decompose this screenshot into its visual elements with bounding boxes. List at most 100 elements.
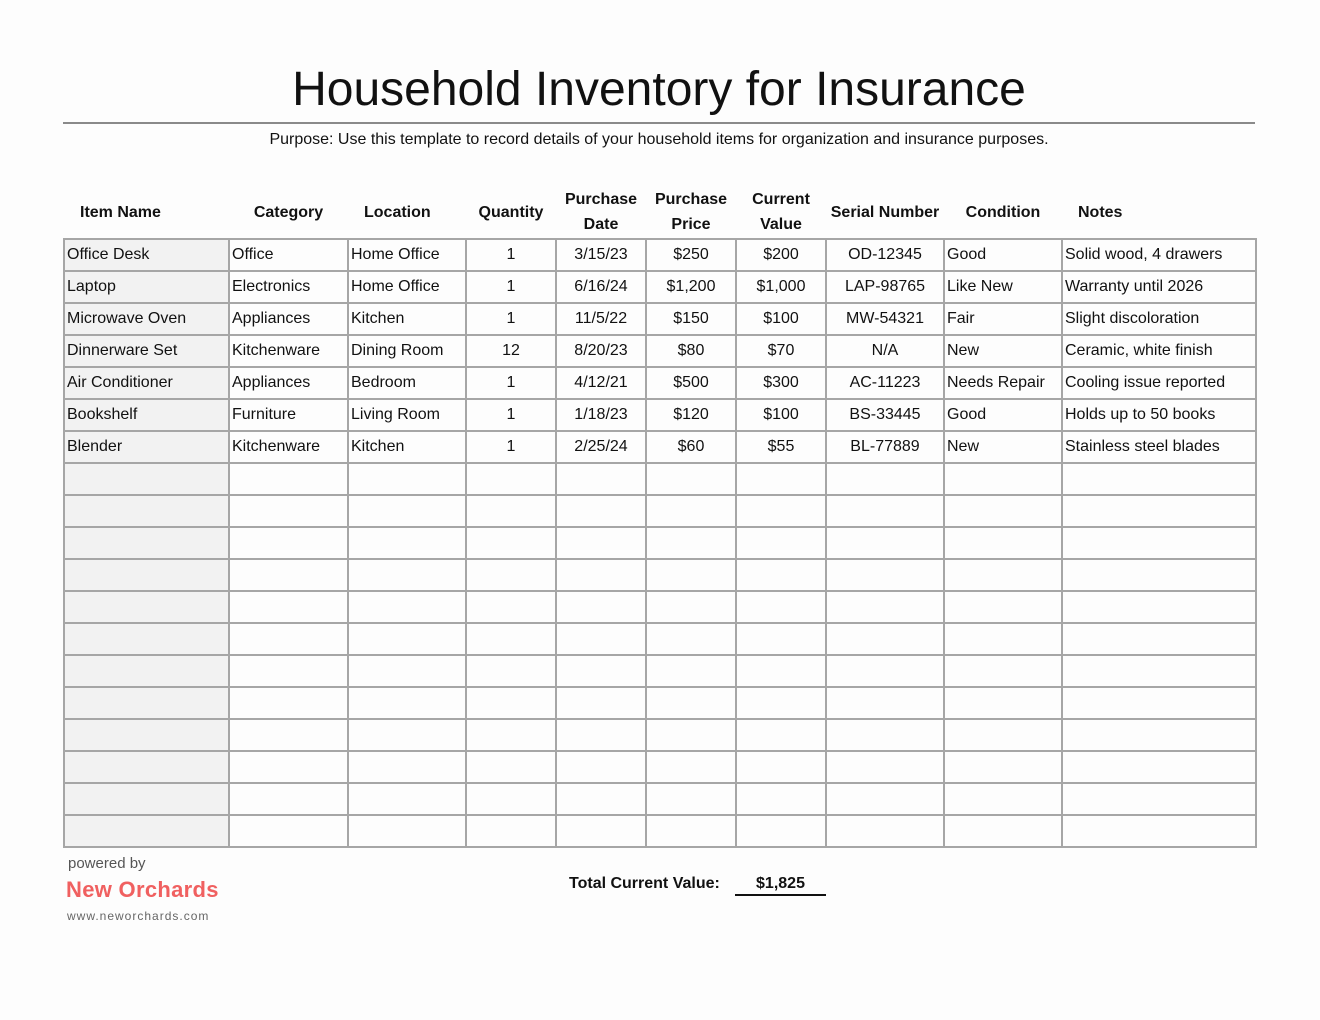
empty-cell[interactable] <box>555 526 647 560</box>
table-cell[interactable]: Dining Room <box>347 334 467 368</box>
empty-cell[interactable] <box>63 718 230 752</box>
table-cell[interactable]: Stainless steel blades <box>1061 430 1257 464</box>
table-cell[interactable]: AC-11223 <box>825 366 945 400</box>
empty-cell[interactable] <box>228 526 349 560</box>
empty-cell[interactable] <box>228 750 349 784</box>
empty-cell[interactable] <box>645 814 737 848</box>
empty-cell[interactable] <box>825 750 945 784</box>
empty-cell[interactable] <box>825 526 945 560</box>
table-cell[interactable]: Solid wood, 4 drawers <box>1061 238 1257 272</box>
empty-cell[interactable] <box>555 462 647 496</box>
table-cell[interactable]: 6/16/24 <box>555 270 647 304</box>
empty-cell[interactable] <box>63 526 230 560</box>
empty-cell[interactable] <box>735 494 827 528</box>
empty-cell[interactable] <box>1061 494 1257 528</box>
empty-cell[interactable] <box>555 814 647 848</box>
empty-cell[interactable] <box>1061 462 1257 496</box>
table-cell[interactable]: Air Conditioner <box>63 366 230 400</box>
table-cell[interactable]: Slight discoloration <box>1061 302 1257 336</box>
brand-url[interactable]: www.neworchards.com <box>67 909 210 923</box>
table-cell[interactable]: $250 <box>645 238 737 272</box>
empty-cell[interactable] <box>63 622 230 656</box>
table-cell[interactable]: LAP-98765 <box>825 270 945 304</box>
table-cell[interactable]: Office <box>228 238 349 272</box>
table-cell[interactable]: Kitchen <box>347 302 467 336</box>
empty-cell[interactable] <box>1061 718 1257 752</box>
empty-cell[interactable] <box>555 686 647 720</box>
empty-cell[interactable] <box>943 526 1063 560</box>
empty-cell[interactable] <box>735 814 827 848</box>
table-cell[interactable]: New <box>943 334 1063 368</box>
table-cell[interactable]: Kitchen <box>347 430 467 464</box>
table-cell[interactable]: 1 <box>465 238 557 272</box>
empty-cell[interactable] <box>943 558 1063 592</box>
empty-cell[interactable] <box>347 494 467 528</box>
empty-cell[interactable] <box>63 590 230 624</box>
empty-cell[interactable] <box>645 718 737 752</box>
table-cell[interactable]: Kitchenware <box>228 334 349 368</box>
table-cell[interactable]: $100 <box>735 302 827 336</box>
table-cell[interactable]: $1,000 <box>735 270 827 304</box>
empty-cell[interactable] <box>825 494 945 528</box>
empty-cell[interactable] <box>735 686 827 720</box>
table-cell[interactable]: New <box>943 430 1063 464</box>
table-cell[interactable]: 12 <box>465 334 557 368</box>
empty-cell[interactable] <box>943 814 1063 848</box>
empty-cell[interactable] <box>228 686 349 720</box>
table-cell[interactable]: Home Office <box>347 238 467 272</box>
empty-cell[interactable] <box>347 782 467 816</box>
empty-cell[interactable] <box>645 462 737 496</box>
table-cell[interactable]: Bedroom <box>347 366 467 400</box>
empty-cell[interactable] <box>555 590 647 624</box>
table-cell[interactable]: Office Desk <box>63 238 230 272</box>
empty-cell[interactable] <box>1061 782 1257 816</box>
table-cell[interactable]: Home Office <box>347 270 467 304</box>
empty-cell[interactable] <box>555 622 647 656</box>
empty-cell[interactable] <box>1061 590 1257 624</box>
empty-cell[interactable] <box>1061 686 1257 720</box>
empty-cell[interactable] <box>555 494 647 528</box>
empty-cell[interactable] <box>943 686 1063 720</box>
table-cell[interactable]: $70 <box>735 334 827 368</box>
empty-cell[interactable] <box>228 654 349 688</box>
empty-cell[interactable] <box>347 558 467 592</box>
empty-cell[interactable] <box>347 622 467 656</box>
empty-cell[interactable] <box>228 718 349 752</box>
empty-cell[interactable] <box>825 654 945 688</box>
empty-cell[interactable] <box>228 782 349 816</box>
table-cell[interactable]: Kitchenware <box>228 430 349 464</box>
table-cell[interactable]: Appliances <box>228 302 349 336</box>
table-cell[interactable]: Like New <box>943 270 1063 304</box>
empty-cell[interactable] <box>228 622 349 656</box>
table-cell[interactable]: Bookshelf <box>63 398 230 432</box>
table-cell[interactable]: BS-33445 <box>825 398 945 432</box>
empty-cell[interactable] <box>465 558 557 592</box>
empty-cell[interactable] <box>1061 750 1257 784</box>
table-cell[interactable]: Needs Repair <box>943 366 1063 400</box>
table-cell[interactable]: Good <box>943 238 1063 272</box>
empty-cell[interactable] <box>735 750 827 784</box>
empty-cell[interactable] <box>465 750 557 784</box>
empty-cell[interactable] <box>228 590 349 624</box>
table-cell[interactable]: 1 <box>465 270 557 304</box>
table-cell[interactable]: Fair <box>943 302 1063 336</box>
empty-cell[interactable] <box>347 654 467 688</box>
empty-cell[interactable] <box>347 686 467 720</box>
empty-cell[interactable] <box>63 558 230 592</box>
empty-cell[interactable] <box>1061 654 1257 688</box>
empty-cell[interactable] <box>228 558 349 592</box>
empty-cell[interactable] <box>825 558 945 592</box>
empty-cell[interactable] <box>63 686 230 720</box>
empty-cell[interactable] <box>347 590 467 624</box>
empty-cell[interactable] <box>347 462 467 496</box>
table-cell[interactable]: Living Room <box>347 398 467 432</box>
empty-cell[interactable] <box>943 494 1063 528</box>
empty-cell[interactable] <box>645 622 737 656</box>
table-cell[interactable]: $120 <box>645 398 737 432</box>
table-cell[interactable]: $100 <box>735 398 827 432</box>
empty-cell[interactable] <box>465 718 557 752</box>
empty-cell[interactable] <box>645 526 737 560</box>
table-cell[interactable]: $500 <box>645 366 737 400</box>
empty-cell[interactable] <box>645 782 737 816</box>
empty-cell[interactable] <box>943 590 1063 624</box>
